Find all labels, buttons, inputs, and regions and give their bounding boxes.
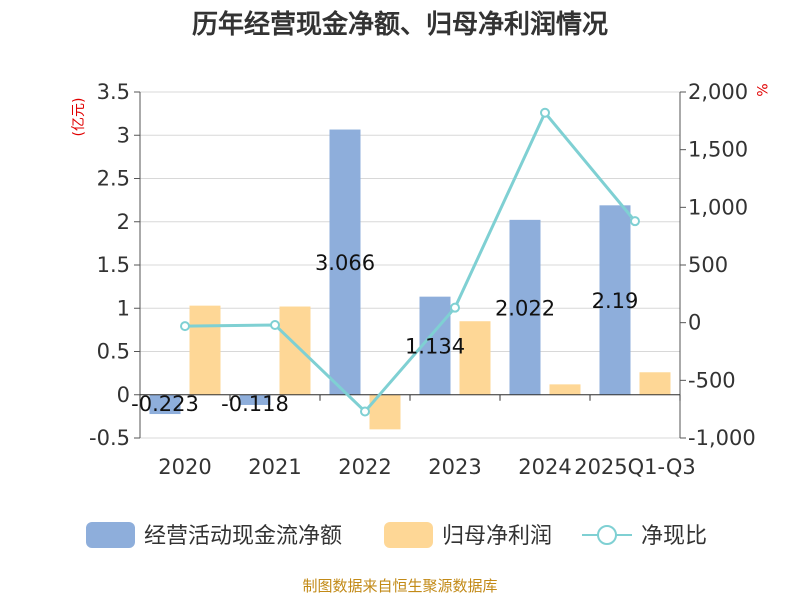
bar-net-profit bbox=[459, 321, 491, 395]
left-tick-label: 2.5 bbox=[97, 167, 130, 191]
ratio-point bbox=[450, 302, 460, 313]
data-label: 3.066 bbox=[315, 251, 375, 275]
right-axis-unit: % bbox=[753, 83, 769, 96]
bar-net-profit bbox=[549, 384, 581, 395]
legend: 经营活动现金流净额 归母净利润 净现比 bbox=[86, 522, 707, 549]
ratio-line-path bbox=[184, 109, 637, 414]
left-tick-label: 3 bbox=[117, 123, 130, 147]
bar-net-profit bbox=[279, 306, 311, 395]
bar-operating-cash bbox=[599, 205, 631, 395]
legend-label-operating-cash: 经营活动现金流净额 bbox=[144, 524, 342, 549]
category-label: 2021 bbox=[248, 455, 301, 479]
legend-label-net-profit: 归母净利润 bbox=[442, 524, 552, 549]
chart-title: 历年经营现金净额、归母净利润情况 bbox=[192, 9, 608, 40]
left-tick-label: 1.5 bbox=[97, 253, 130, 277]
legend-swatch-net-profit bbox=[384, 522, 433, 548]
gridlines bbox=[140, 91, 680, 439]
data-label: 2.19 bbox=[592, 289, 639, 313]
right-tick-label: 500 bbox=[688, 253, 728, 277]
right-tick-label: 0 bbox=[688, 311, 701, 335]
left-tick-label: 0 bbox=[117, 383, 130, 407]
axes: -0.5 0 0.5 1 1.5 2 2.5 3 3.5 -1,000 -500 0 500 1,000 1… bbox=[89, 80, 756, 479]
source-note: 制图数据来自恒生聚源数据库 bbox=[302, 577, 497, 595]
bar-operating-cash bbox=[239, 394, 271, 405]
right-tick-label: 1,500 bbox=[688, 138, 748, 162]
data-label: 1.134 bbox=[405, 335, 465, 359]
bar-operating-cash bbox=[149, 394, 181, 415]
data-label: -0.118 bbox=[221, 392, 289, 416]
category-label: 2020 bbox=[158, 455, 211, 479]
ratio-point bbox=[540, 107, 550, 118]
category-label: 2025Q1-Q3 bbox=[574, 455, 696, 479]
data-label: 2.022 bbox=[495, 296, 555, 320]
left-tick-label: 3.5 bbox=[97, 80, 130, 104]
left-tick-label: 0.5 bbox=[97, 340, 130, 364]
legend-marker-ratio bbox=[597, 525, 617, 545]
category-label: 2022 bbox=[338, 455, 391, 479]
right-tick-label: -500 bbox=[688, 368, 736, 392]
ratio-point bbox=[630, 216, 640, 227]
legend-swatch-operating-cash bbox=[86, 522, 135, 548]
data-labels: -0.223 -0.118 3.066 1.134 2.022 2.19 bbox=[131, 251, 638, 416]
left-axis-unit: (亿元) bbox=[71, 98, 87, 137]
bar-operating-cash bbox=[329, 129, 361, 395]
category-label: 2024 bbox=[518, 455, 571, 479]
left-tick-label: -0.5 bbox=[89, 426, 130, 450]
bar-operating-cash bbox=[419, 296, 451, 395]
right-tick-label: 2,000 bbox=[688, 80, 748, 104]
bar-net-profit bbox=[639, 372, 671, 395]
right-tick-label: -1,000 bbox=[688, 426, 756, 450]
left-tick-label: 2 bbox=[117, 210, 130, 234]
right-tick-label: 1,000 bbox=[688, 195, 748, 219]
legend-label-ratio: 净现比 bbox=[641, 524, 707, 549]
bar-operating-cash bbox=[509, 219, 541, 395]
ratio-point bbox=[270, 319, 280, 330]
ratio-line bbox=[180, 107, 640, 417]
category-label: 2023 bbox=[428, 455, 481, 479]
ratio-point bbox=[180, 321, 190, 332]
left-tick-label: 1 bbox=[117, 296, 130, 320]
bar-net-profit bbox=[189, 305, 221, 395]
data-label: -0.223 bbox=[131, 392, 199, 416]
ratio-point bbox=[360, 406, 370, 417]
bars bbox=[149, 129, 671, 430]
